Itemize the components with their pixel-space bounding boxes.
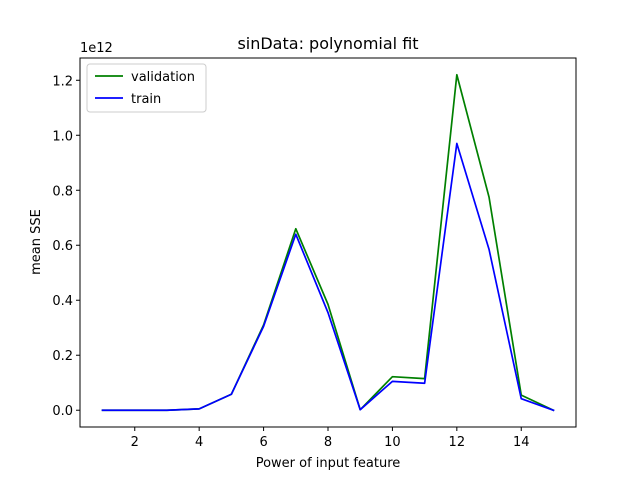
x-axis: 2 4 6 8 10 12 14 [131, 427, 530, 450]
y-axis: 0.0 0.2 0.4 0.6 0.8 1.0 1.2 [52, 74, 80, 419]
series-line-train [101, 142, 555, 412]
y-tick-label: 0.4 [52, 294, 73, 309]
series-lines [101, 73, 555, 412]
x-tick-label: 4 [195, 435, 203, 450]
y-tick-label: 1.0 [52, 129, 73, 144]
x-tick-label: 10 [384, 435, 401, 450]
x-tick-label: 6 [259, 435, 267, 450]
x-axis-label: Power of input feature [256, 456, 401, 471]
x-tick-label: 2 [131, 435, 139, 450]
y-tick-label: 0.6 [52, 239, 73, 254]
x-tick-label: 8 [324, 435, 332, 450]
legend-label-train: train [131, 92, 161, 107]
legend-label-validation: validation [131, 70, 195, 85]
x-tick-label: 12 [449, 435, 466, 450]
y-tick-label: 0.0 [52, 404, 73, 419]
x-tick-label: 14 [513, 435, 530, 450]
y-tick-label: 0.8 [52, 184, 73, 199]
chart-title: sinData: polynomial fit [237, 34, 418, 53]
y-tick-label: 1.2 [52, 74, 73, 89]
y-offset-label: 1e12 [80, 41, 113, 56]
legend: validation train [86, 63, 207, 113]
y-tick-label: 0.2 [52, 349, 73, 364]
axes-frame [79, 57, 577, 428]
y-axis-label: mean SSE [29, 209, 44, 275]
